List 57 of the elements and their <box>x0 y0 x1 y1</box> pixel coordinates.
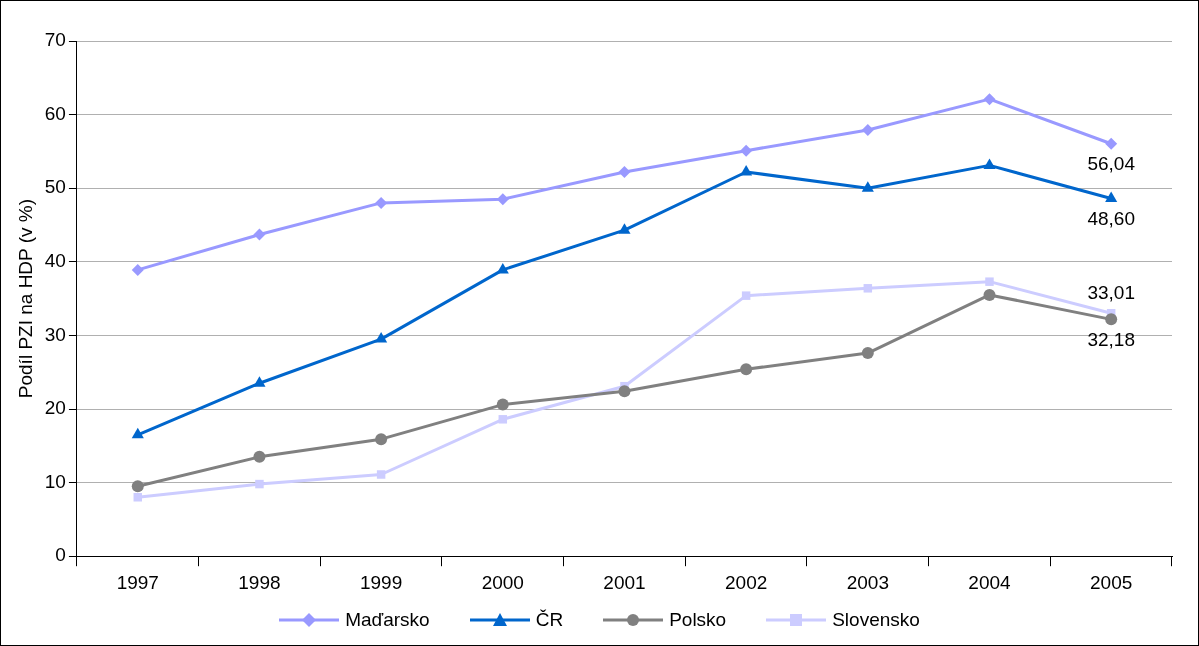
legend-label: Slovensko <box>832 609 920 631</box>
x-tick-label: 1999 <box>359 571 403 593</box>
legend-label: Polsko <box>669 609 727 631</box>
x-tick-label: 2005 <box>1090 571 1133 593</box>
point <box>253 450 266 463</box>
y-tick-label: 40 <box>44 250 66 272</box>
point <box>983 158 996 169</box>
point <box>133 493 143 502</box>
point <box>861 181 874 192</box>
point <box>131 480 144 493</box>
point <box>253 228 266 241</box>
y-tick-label: 20 <box>44 397 66 419</box>
point <box>618 223 631 234</box>
y-tick-label: 50 <box>44 176 66 198</box>
point <box>498 415 508 424</box>
data-label: 32,18 <box>1087 329 1135 351</box>
point <box>131 427 144 439</box>
point <box>253 376 266 387</box>
point <box>983 93 996 106</box>
x-tick-label: 2002 <box>725 571 768 593</box>
y-axis-title: Podíl PZI na HDP (v %) <box>14 198 36 399</box>
x-tick-label: 2000 <box>481 571 524 593</box>
point <box>1105 191 1118 202</box>
x-tick-label: 2001 <box>603 571 646 593</box>
y-tick-label: 60 <box>44 102 66 124</box>
x-tick-label: 1998 <box>238 571 281 593</box>
point <box>983 288 996 301</box>
point <box>740 144 753 157</box>
point <box>131 263 144 276</box>
y-tick-label: 30 <box>44 323 66 345</box>
legend-label: Maďarsko <box>345 609 430 631</box>
point <box>861 347 874 360</box>
point <box>863 284 873 293</box>
legend-label: ČR <box>535 609 564 631</box>
x-tick-label: 2004 <box>968 571 1012 593</box>
data-label: 56,04 <box>1087 153 1136 175</box>
data-label: 48,60 <box>1087 208 1135 230</box>
y-tick-label: 0 <box>55 544 66 566</box>
point <box>741 291 751 300</box>
point <box>861 124 874 137</box>
point <box>618 166 631 179</box>
data-label: 33,01 <box>1087 281 1135 303</box>
point <box>740 363 753 376</box>
point <box>618 385 631 398</box>
point <box>375 332 388 343</box>
point <box>375 433 388 446</box>
point <box>1105 313 1118 326</box>
point <box>496 398 509 411</box>
y-tick-label: 70 <box>44 29 66 51</box>
point <box>376 470 386 479</box>
point <box>985 277 994 286</box>
y-tick-label: 10 <box>44 470 66 492</box>
x-tick-label: 2003 <box>846 571 889 593</box>
point <box>255 479 264 489</box>
x-tick-label: 1997 <box>116 571 159 593</box>
point <box>1105 137 1118 150</box>
point <box>740 165 753 176</box>
